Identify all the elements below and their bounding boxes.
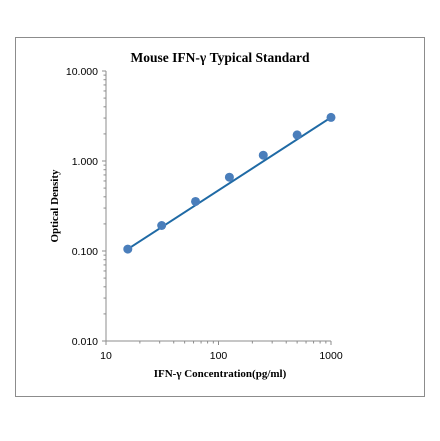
chart-title: Mouse IFN-γ Typical Standard xyxy=(131,50,310,65)
y-ticks: 0.010 0.100 1.000 10.000 xyxy=(66,66,106,348)
axes xyxy=(105,71,331,342)
data-point xyxy=(326,112,336,122)
x-tick-label: 10 xyxy=(100,350,112,362)
chart-frame xyxy=(15,37,425,397)
data-point xyxy=(157,221,167,231)
y-tick-label: 0.100 xyxy=(72,246,98,258)
data-point xyxy=(191,196,201,206)
y-axis-label: Optical Density xyxy=(49,169,61,243)
x-tick-label: 1000 xyxy=(319,350,343,362)
y-tick-label: 1.000 xyxy=(72,156,98,168)
x-tick-label: 100 xyxy=(210,350,228,362)
data-points xyxy=(123,112,336,254)
data-point xyxy=(224,172,234,182)
x-axis-label: IFN-γ Concentration(pg/ml) xyxy=(154,368,287,380)
x-ticks: 10 100 1000 xyxy=(100,341,343,362)
y-tick-label: 10.000 xyxy=(66,66,98,78)
data-point xyxy=(123,244,133,254)
data-point xyxy=(292,130,302,140)
y-tick-label: 0.010 xyxy=(72,336,98,348)
data-point xyxy=(258,150,268,160)
